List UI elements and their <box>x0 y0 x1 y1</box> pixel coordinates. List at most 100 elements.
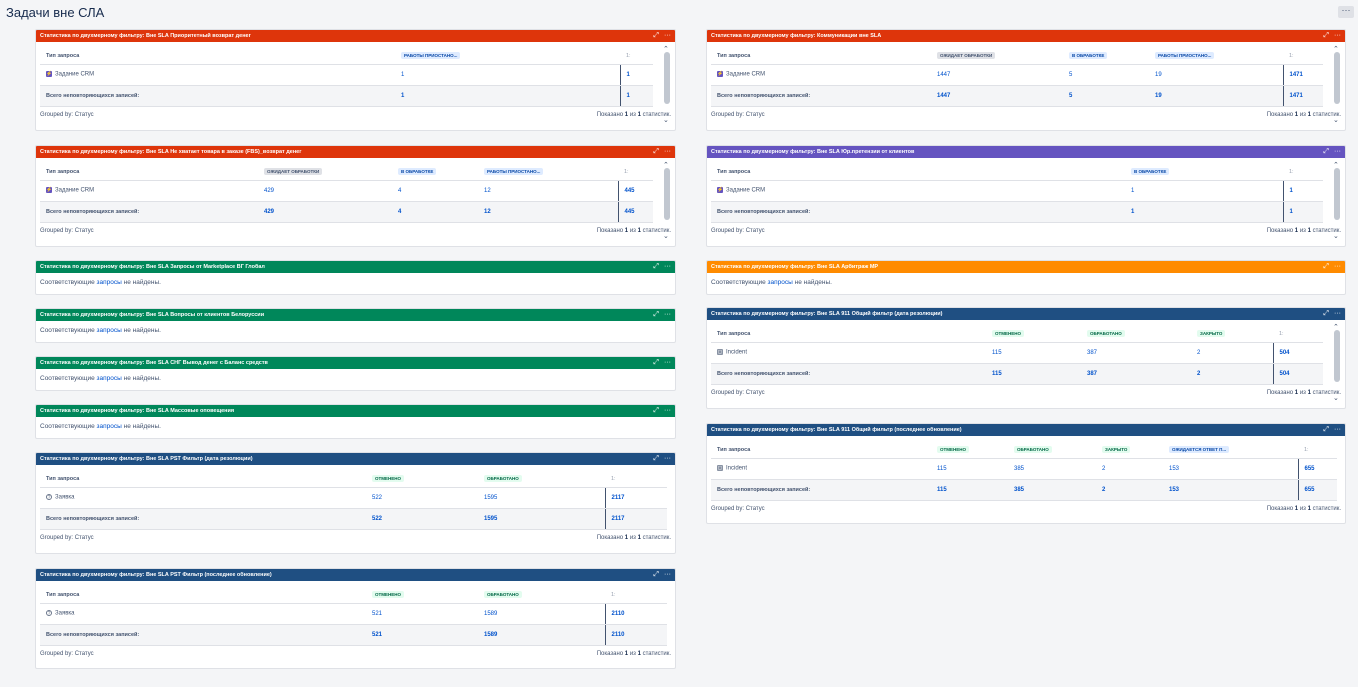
grand-total-link[interactable]: 2110 <box>604 624 667 646</box>
status-lozenge[interactable]: В ОБРАБОТКЕ <box>1069 52 1108 60</box>
scrollbar[interactable]: ⌃ ⌄ <box>1333 324 1340 402</box>
expand-icon[interactable]: ⤢ <box>1323 426 1329 433</box>
status-lozenge[interactable]: ОБРАБОТАНО <box>484 591 522 599</box>
expand-icon[interactable]: ⤢ <box>653 263 659 270</box>
total-count-link[interactable]: 2 <box>1191 363 1273 385</box>
gadget-menu-icon[interactable]: ··· <box>1334 426 1341 433</box>
status-lozenge[interactable]: ЗАКРЫТО <box>1197 330 1226 338</box>
count-link[interactable]: 2 <box>1096 458 1163 480</box>
grand-total-link[interactable]: 2117 <box>604 508 667 530</box>
count-link[interactable]: 153 <box>1163 458 1298 480</box>
row-sum-link[interactable]: 1 <box>1282 180 1323 202</box>
total-count-link[interactable]: 2 <box>1096 479 1163 501</box>
grand-total-link[interactable]: 1471 <box>1282 85 1323 107</box>
gadget-menu-icon[interactable]: ··· <box>664 148 671 155</box>
total-count-link[interactable]: 1 <box>395 85 620 107</box>
row-sum-link[interactable]: 2117 <box>604 487 667 509</box>
expand-icon[interactable]: ⤢ <box>1323 32 1329 39</box>
count-link[interactable]: 1589 <box>478 603 605 625</box>
status-lozenge[interactable]: ОТМЕНЕНО <box>372 475 405 483</box>
status-lozenge[interactable]: ОБРАБОТАНО <box>1014 446 1052 454</box>
status-lozenge[interactable]: ОТМЕНЕНО <box>992 330 1025 338</box>
row-sum-link[interactable]: 1 <box>619 64 653 86</box>
status-lozenge[interactable]: ОТМЕНЕНО <box>937 446 970 454</box>
count-link[interactable]: 1447 <box>931 64 1063 86</box>
total-count-link[interactable]: 1595 <box>478 508 605 530</box>
count-link[interactable]: 521 <box>366 603 478 625</box>
row-sum-link[interactable]: 504 <box>1272 342 1323 364</box>
count-link[interactable]: 1595 <box>478 487 605 509</box>
total-count-link[interactable]: 1447 <box>931 85 1063 107</box>
dashboard-more-button[interactable]: ··· <box>1338 6 1354 18</box>
status-lozenge[interactable]: ОЖИДАЕТ ОБРАБОТКИ <box>937 52 996 60</box>
expand-icon[interactable]: ⤢ <box>1323 263 1329 270</box>
count-link[interactable]: 385 <box>1008 458 1096 480</box>
requests-link[interactable]: запросы <box>96 327 122 334</box>
count-link[interactable]: 387 <box>1081 342 1191 364</box>
grand-total-link[interactable]: 1 <box>619 85 653 107</box>
count-link[interactable]: 115 <box>931 458 1008 480</box>
scrollbar[interactable]: ⌃ ⌄ <box>1333 162 1340 240</box>
gadget-menu-icon[interactable]: ··· <box>1334 148 1341 155</box>
gadget-menu-icon[interactable]: ··· <box>1334 263 1341 270</box>
total-count-link[interactable]: 153 <box>1163 479 1298 501</box>
total-count-link[interactable]: 385 <box>1008 479 1096 501</box>
total-count-link[interactable]: 1589 <box>478 624 605 646</box>
status-lozenge[interactable]: ОТМЕНЕНО <box>372 591 405 599</box>
expand-icon[interactable]: ⤢ <box>653 407 659 414</box>
expand-icon[interactable]: ⤢ <box>653 359 659 366</box>
expand-icon[interactable]: ⤢ <box>1323 310 1329 317</box>
gadget-menu-icon[interactable]: ··· <box>664 32 671 39</box>
expand-icon[interactable]: ⤢ <box>653 148 659 155</box>
gadget-menu-icon[interactable]: ··· <box>664 311 671 318</box>
total-count-link[interactable]: 115 <box>931 479 1008 501</box>
gadget-menu-icon[interactable]: ··· <box>664 263 671 270</box>
count-link[interactable]: 5 <box>1063 64 1149 86</box>
expand-icon[interactable]: ⤢ <box>653 455 659 462</box>
row-sum-link[interactable]: 445 <box>617 180 653 202</box>
gadget-menu-icon[interactable]: ··· <box>664 407 671 414</box>
status-lozenge[interactable]: ЗАКРЫТО <box>1102 446 1131 454</box>
row-sum-link[interactable]: 1471 <box>1282 64 1323 86</box>
total-count-link[interactable]: 12 <box>478 201 618 223</box>
grand-total-link[interactable]: 655 <box>1297 479 1337 501</box>
grand-total-link[interactable]: 504 <box>1272 363 1323 385</box>
count-link[interactable]: 429 <box>258 180 392 202</box>
status-lozenge[interactable]: ОЖИДАЕТСЯ ОТВЕТ П... <box>1169 446 1230 454</box>
requests-link[interactable]: запросы <box>767 279 793 286</box>
total-count-link[interactable]: 1 <box>1125 201 1283 223</box>
grand-total-link[interactable]: 445 <box>617 201 653 223</box>
expand-icon[interactable]: ⤢ <box>653 32 659 39</box>
count-link[interactable]: 19 <box>1149 64 1283 86</box>
expand-icon[interactable]: ⤢ <box>653 571 659 578</box>
scrollbar[interactable]: ⌃ ⌄ <box>1333 46 1340 124</box>
gadget-menu-icon[interactable]: ··· <box>1334 32 1341 39</box>
total-count-link[interactable]: 115 <box>986 363 1081 385</box>
total-count-link[interactable]: 5 <box>1063 85 1149 107</box>
count-link[interactable]: 4 <box>392 180 478 202</box>
status-lozenge[interactable]: РАБОТЫ ПРИОСТАНО... <box>484 168 544 176</box>
count-link[interactable]: 1 <box>1125 180 1283 202</box>
requests-link[interactable]: запросы <box>96 375 122 382</box>
total-count-link[interactable]: 19 <box>1149 85 1283 107</box>
gadget-menu-icon[interactable]: ··· <box>664 571 671 578</box>
row-sum-link[interactable]: 2110 <box>604 603 667 625</box>
status-lozenge[interactable]: РАБОТЫ ПРИОСТАНО... <box>1155 52 1215 60</box>
status-lozenge[interactable]: В ОБРАБОТКЕ <box>1131 168 1170 176</box>
row-sum-link[interactable]: 655 <box>1297 458 1337 480</box>
status-lozenge[interactable]: ОЖИДАЕТ ОБРАБОТКИ <box>264 168 323 176</box>
total-count-link[interactable]: 4 <box>392 201 478 223</box>
total-count-link[interactable]: 522 <box>366 508 478 530</box>
count-link[interactable]: 2 <box>1191 342 1273 364</box>
expand-icon[interactable]: ⤢ <box>653 311 659 318</box>
grand-total-link[interactable]: 1 <box>1282 201 1323 223</box>
total-count-link[interactable]: 429 <box>258 201 392 223</box>
status-lozenge[interactable]: ОБРАБОТАНО <box>1087 330 1125 338</box>
status-lozenge[interactable]: ОБРАБОТАНО <box>484 475 522 483</box>
status-lozenge[interactable]: РАБОТЫ ПРИОСТАНО... <box>401 52 461 60</box>
count-link[interactable]: 1 <box>395 64 620 86</box>
gadget-menu-icon[interactable]: ··· <box>1334 310 1341 317</box>
expand-icon[interactable]: ⤢ <box>1323 148 1329 155</box>
count-link[interactable]: 522 <box>366 487 478 509</box>
gadget-menu-icon[interactable]: ··· <box>664 359 671 366</box>
